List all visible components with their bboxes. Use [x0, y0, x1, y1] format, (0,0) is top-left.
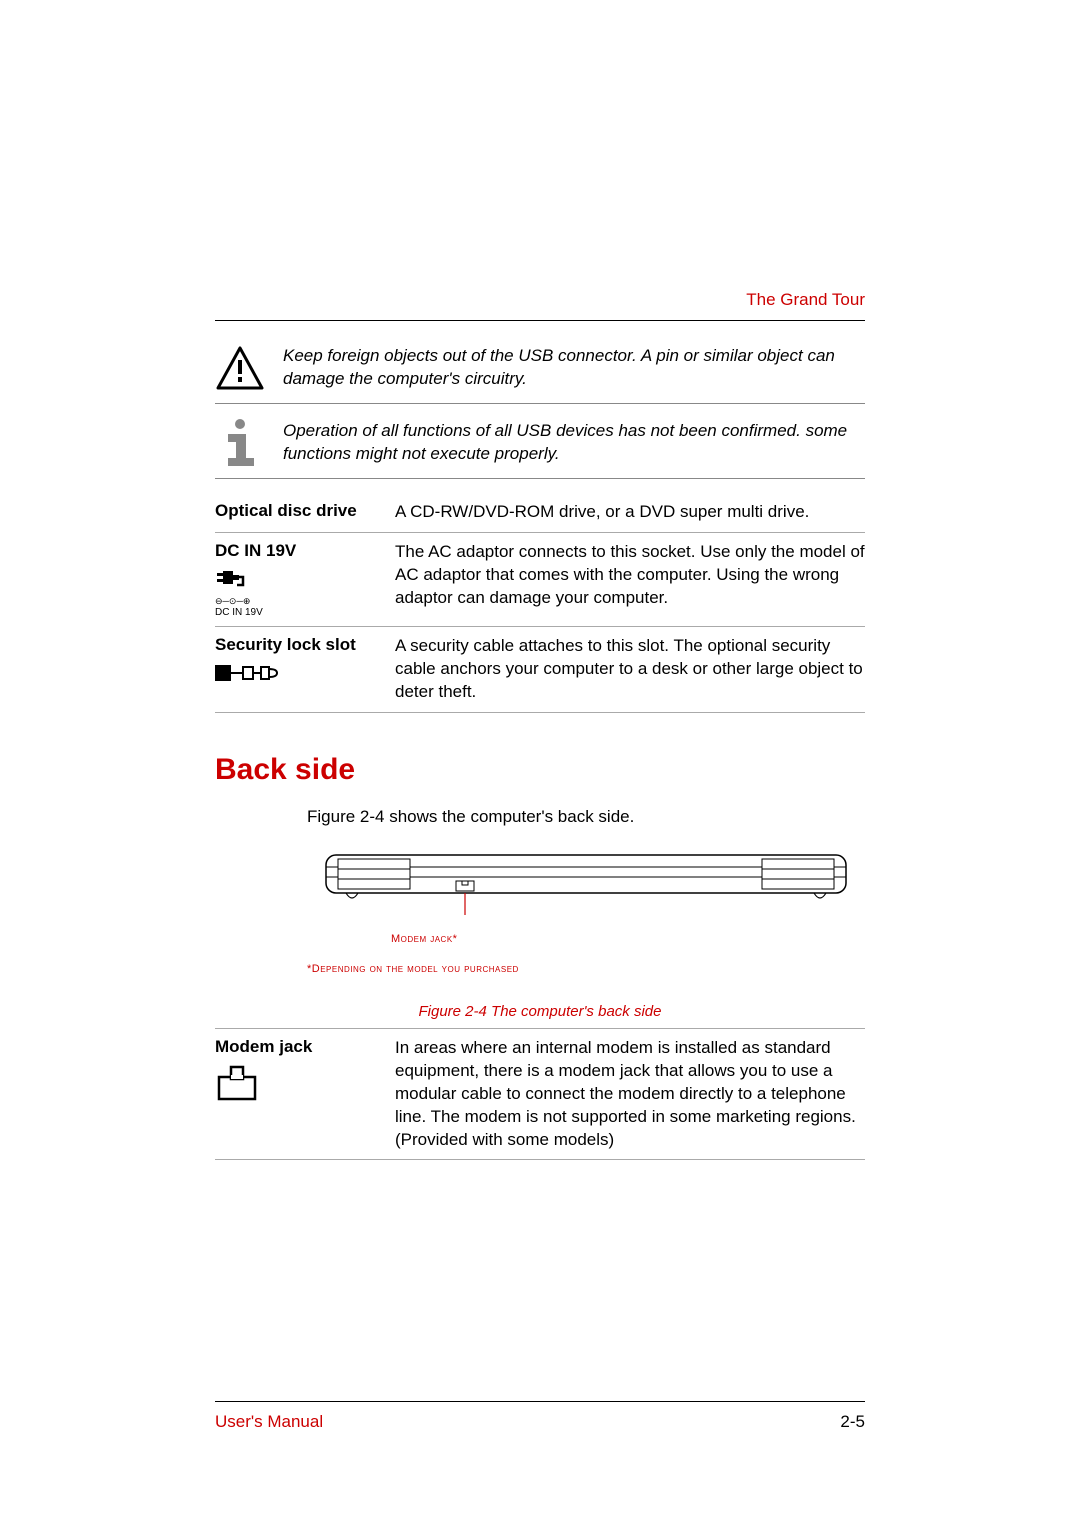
- figure-depending-note: *Depending on the model you purchased: [307, 963, 865, 975]
- spec-desc: A security cable attaches to this slot. …: [395, 626, 865, 712]
- figure-modem-label: Modem jack*: [391, 933, 865, 945]
- page-footer: User's Manual 2-5: [215, 1401, 865, 1432]
- spec-label-text: Modem jack: [215, 1037, 312, 1056]
- figure-back-side: Modem jack*: [307, 847, 865, 945]
- note-info: Operation of all functions of all USB de…: [215, 418, 865, 468]
- lock-slot-icon: [215, 661, 383, 690]
- spec-label-text: DC IN 19V: [215, 541, 296, 560]
- spec-label: Security lock slot: [215, 626, 395, 712]
- modem-jack-icon: [215, 1063, 383, 1108]
- table-row: Modem jack In areas where an internal mo…: [215, 1028, 865, 1160]
- note-info-text: Operation of all functions of all USB de…: [283, 418, 865, 466]
- footer-rule: [215, 1401, 865, 1402]
- note-separator-2: [215, 478, 865, 479]
- spec-table-top: Optical disc drive A CD-RW/DVD-ROM drive…: [215, 493, 865, 713]
- spec-desc: The AC adaptor connects to this socket. …: [395, 532, 865, 626]
- spec-label: Modem jack: [215, 1028, 395, 1160]
- spec-desc: A CD-RW/DVD-ROM drive, or a DVD super mu…: [395, 493, 865, 532]
- section-heading: Back side: [215, 753, 865, 787]
- back-side-diagram: [316, 847, 856, 927]
- table-row: Security lock slot A security cable atta…: [215, 626, 865, 712]
- dc-plug-icon: ⊖─⊙─⊕ DC IN 19V: [215, 567, 383, 618]
- note-separator: [215, 403, 865, 404]
- table-row: Optical disc drive A CD-RW/DVD-ROM drive…: [215, 493, 865, 532]
- top-rule: [215, 320, 865, 321]
- warning-icon: [215, 343, 265, 393]
- footer-manual-label: User's Manual: [215, 1412, 323, 1432]
- info-icon: [215, 418, 265, 468]
- spec-label: DC IN 19V ⊖─⊙─⊕ DC IN 19V: [215, 532, 395, 626]
- table-row: DC IN 19V ⊖─⊙─⊕ DC IN 19V The AC adaptor…: [215, 532, 865, 626]
- section-intro: Figure 2-4 shows the computer's back sid…: [307, 807, 865, 827]
- spec-label-text: Security lock slot: [215, 635, 356, 654]
- spec-table-bottom: Modem jack In areas where an internal mo…: [215, 1028, 865, 1161]
- dc-sub-label: DC IN 19V: [215, 607, 383, 618]
- spec-label: Optical disc drive: [215, 493, 395, 532]
- spec-desc: In areas where an internal modem is inst…: [395, 1028, 865, 1160]
- footer-page-number: 2-5: [840, 1412, 865, 1432]
- page-container: The Grand Tour Keep foreign objects out …: [0, 0, 1080, 1527]
- note-warning-text: Keep foreign objects out of the USB conn…: [283, 343, 865, 391]
- note-warning: Keep foreign objects out of the USB conn…: [215, 343, 865, 393]
- chapter-title: The Grand Tour: [746, 290, 865, 310]
- figure-caption: Figure 2-4 The computer's back side: [215, 1003, 865, 1020]
